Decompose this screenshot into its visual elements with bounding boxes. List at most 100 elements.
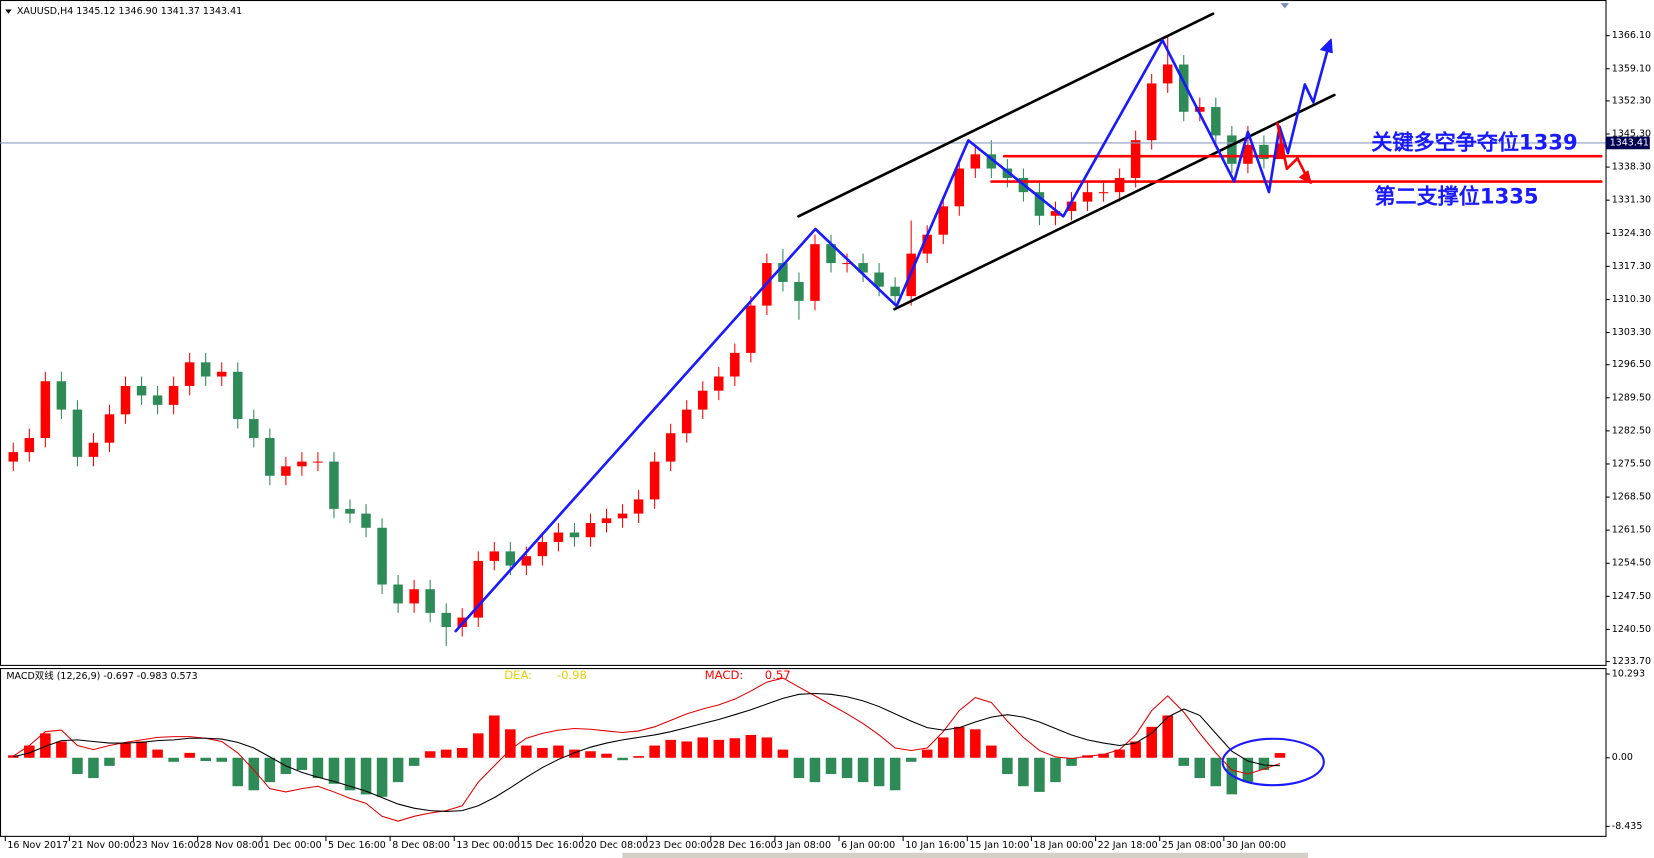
last-price-box — [1605, 136, 1650, 150]
y-tick-label: 1261.50 — [1612, 525, 1651, 536]
scrollbar[interactable] — [622, 852, 1309, 858]
x-tick-label: 15 Jan 10:00 — [969, 840, 1029, 851]
histogram-bar — [40, 733, 51, 758]
histogram-bar — [1098, 753, 1109, 758]
candle-body — [778, 263, 788, 282]
macd-panel-frame — [0, 668, 1607, 837]
histogram-bar — [472, 733, 484, 758]
candle-body — [826, 244, 836, 264]
legend-value: -0.98 — [557, 668, 587, 682]
histogram-bar — [841, 757, 853, 779]
y-tick-label: 10.293 — [1612, 669, 1645, 680]
histogram-bar — [857, 757, 869, 783]
histogram-bar — [72, 757, 83, 775]
candle-body — [136, 385, 147, 396]
channel-lower — [893, 93, 1336, 311]
histogram-bar — [873, 757, 885, 787]
candle-body — [681, 409, 692, 434]
candle-body — [1162, 64, 1173, 84]
histogram-bar — [809, 757, 821, 783]
x-tick-label: 16 Nov 2017 — [7, 840, 68, 851]
indicator-line — [13, 692, 1280, 812]
histogram-bar — [104, 757, 115, 766]
histogram-bar — [376, 757, 388, 797]
x-tick-label: 23 Dec 00:00 — [649, 840, 713, 851]
y-tick-label: 1233.70 — [1612, 656, 1651, 667]
candle-body — [425, 589, 435, 613]
histogram-bar — [649, 745, 660, 758]
candle-body — [184, 362, 195, 386]
candle-body — [56, 381, 67, 410]
histogram-bar — [665, 739, 676, 758]
histogram-bar — [617, 757, 628, 761]
candle-body — [441, 612, 451, 628]
histogram-bar — [1242, 757, 1254, 783]
channel-upper — [797, 12, 1215, 218]
candle-body — [200, 362, 211, 377]
y-tick-label: 0.00 — [1612, 752, 1633, 763]
histogram-bar — [216, 757, 228, 762]
candle-body — [1195, 107, 1205, 112]
last-price-label: 1343.41 — [1610, 137, 1649, 148]
candle-body — [553, 532, 564, 542]
y-tick-label: 1331.30 — [1612, 195, 1651, 206]
candle-body — [473, 560, 484, 618]
candle-body — [313, 461, 323, 463]
histogram-bar — [986, 745, 997, 758]
histogram-bar — [633, 756, 644, 758]
y-tick-label: 1345.30 — [1612, 128, 1651, 139]
y-tick-label: -8.435 — [1612, 821, 1643, 832]
histogram-bar — [569, 749, 580, 758]
annotation: 关键多空争夺位1339 — [1371, 130, 1577, 155]
x-tick-label: 5 Dec 16:00 — [328, 840, 386, 851]
alt-arrow — [1299, 170, 1312, 185]
histogram-bar — [905, 757, 917, 762]
y-tick-label: 1240.50 — [1612, 624, 1651, 635]
candle-body — [617, 513, 628, 519]
histogram-bar — [889, 757, 901, 791]
y-tick-label: 1254.50 — [1612, 558, 1651, 569]
histogram-bar — [1050, 757, 1061, 783]
highlight-ellipse — [1221, 737, 1325, 787]
histogram-bar — [681, 741, 692, 758]
candle-body — [537, 541, 548, 557]
x-tick-label: 1 Dec 00:00 — [264, 840, 322, 851]
x-tick-label: 3 Jan 08:00 — [777, 840, 831, 851]
candle-body — [505, 551, 516, 566]
menu-icon[interactable] — [5, 9, 12, 14]
candle-body — [697, 390, 708, 410]
candle-body — [1211, 107, 1221, 136]
x-tick-label: 28 Nov 08:00 — [200, 840, 264, 851]
candle-body — [24, 437, 35, 453]
histogram-bar — [553, 745, 564, 758]
histogram-bar — [1034, 757, 1045, 792]
y-tick-label: 1282.50 — [1612, 425, 1651, 436]
candle-body — [633, 499, 644, 514]
histogram-bar — [1018, 757, 1029, 787]
y-tick-label: 1289.50 — [1612, 392, 1651, 403]
alt-path — [1276, 122, 1310, 181]
x-tick-label: 21 Nov 00:00 — [72, 840, 136, 851]
y-tick-label: 1352.30 — [1612, 95, 1651, 106]
histogram-bar — [970, 729, 981, 758]
histogram-bar — [761, 737, 773, 758]
y-tick-label: 1303.30 — [1612, 327, 1651, 338]
y-tick-label: 1310.30 — [1612, 294, 1651, 305]
candle-body — [8, 452, 19, 462]
legend-label: MACD: — [705, 668, 744, 682]
histogram-bar — [921, 749, 933, 758]
histogram-bar — [424, 751, 436, 758]
candle-body — [1275, 142, 1285, 160]
histogram-bar — [296, 757, 308, 770]
candle-body — [281, 466, 291, 476]
histogram-bar — [152, 749, 163, 758]
candle-body — [152, 395, 163, 405]
candle-body — [649, 461, 660, 500]
candle-body — [1243, 144, 1253, 164]
histogram-bar — [360, 757, 372, 795]
candle-body — [521, 556, 532, 566]
candle-body — [874, 272, 884, 287]
histogram-bar — [136, 741, 147, 758]
